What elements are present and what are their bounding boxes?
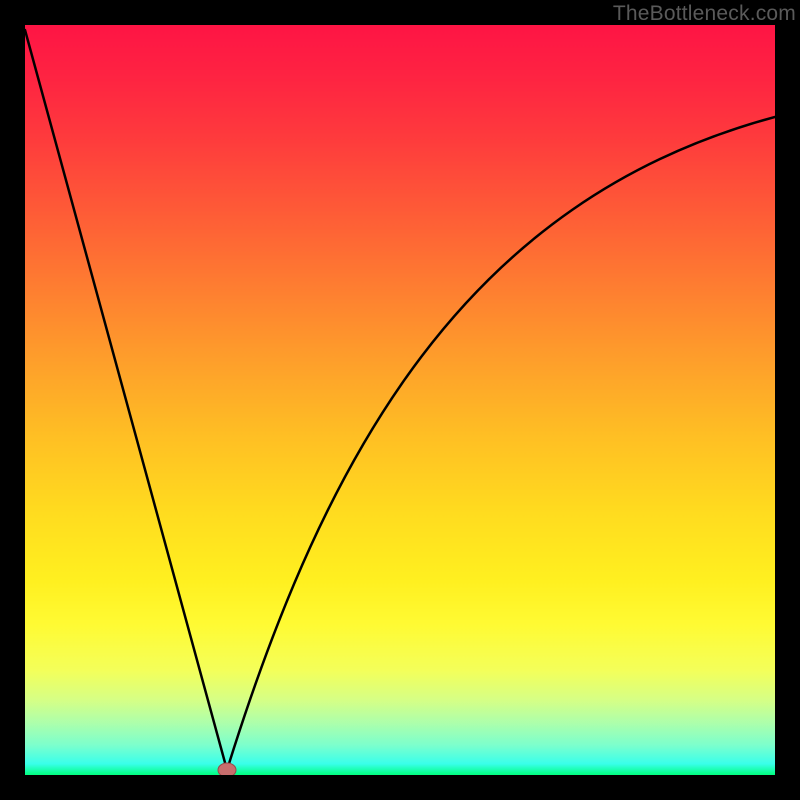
watermark-text: TheBottleneck.com (613, 2, 796, 26)
chart-frame: TheBottleneck.com (0, 0, 800, 800)
plot-area (25, 25, 775, 775)
gradient-background (25, 25, 775, 775)
